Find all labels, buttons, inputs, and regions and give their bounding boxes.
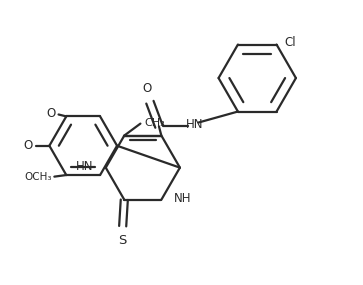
Text: S: S xyxy=(118,234,127,247)
Text: HN: HN xyxy=(76,160,94,172)
Text: HN: HN xyxy=(185,118,203,131)
Text: O: O xyxy=(46,107,55,120)
Text: OCH₃: OCH₃ xyxy=(24,172,52,182)
Text: Cl: Cl xyxy=(285,36,296,49)
Text: O: O xyxy=(24,139,33,152)
Text: O: O xyxy=(142,82,151,95)
Text: NH: NH xyxy=(174,192,191,205)
Text: CH₃: CH₃ xyxy=(144,118,166,128)
